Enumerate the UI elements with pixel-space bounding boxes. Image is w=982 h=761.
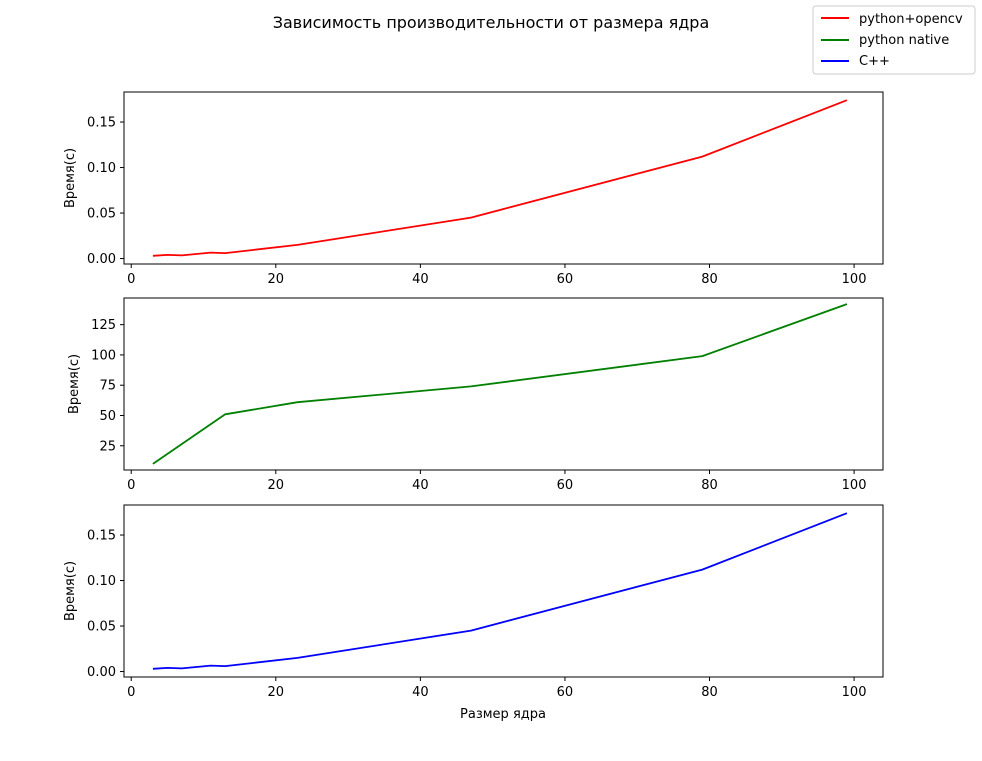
axes-frame: [123, 504, 884, 678]
legend-label: python+opencv: [859, 12, 963, 27]
y-tick-label: 0.00: [87, 665, 116, 680]
series-line: [152, 303, 848, 465]
x-tick-label: 100: [842, 272, 867, 287]
y-axis-label: Время(с): [63, 561, 78, 621]
x-tick-label: 0: [127, 685, 135, 700]
x-tick-label: 80: [701, 685, 718, 700]
y-tick-label: 25: [99, 439, 116, 454]
x-axis-label: Размер ядра: [460, 707, 546, 722]
y-tick-label: 50: [99, 409, 116, 424]
axes-frame: [123, 91, 884, 265]
legend-frame: [812, 5, 976, 75]
y-tick-label: 0.05: [87, 207, 116, 222]
legend-label: C++: [859, 54, 890, 69]
x-tick-label: 40: [412, 272, 429, 287]
figure-title: Зависимость производительности от размер…: [273, 13, 710, 32]
legend-entry: python+opencv: [821, 12, 963, 27]
y-tick-label: 100: [91, 348, 116, 363]
legend-label: python native: [859, 33, 949, 48]
y-tick-label: 125: [91, 318, 116, 333]
y-tick-label: 0.15: [87, 116, 116, 131]
x-tick-label: 20: [268, 685, 285, 700]
x-tick-label: 20: [268, 272, 285, 287]
axes-frame: [123, 297, 884, 471]
subplot-cpp: 0 20 40 60 80 100 0.00 0.05 0.10 0.15 Время(с) Разм…: [63, 504, 884, 722]
x-tick-label: 60: [557, 478, 574, 493]
series-line: [152, 99, 848, 257]
x-tick-label: 60: [557, 685, 574, 700]
y-axis-label: Время(с): [67, 354, 82, 414]
x-tick-label: 40: [412, 685, 429, 700]
y-tick-label: 0.10: [87, 574, 116, 589]
y-tick-label: 0.10: [87, 161, 116, 176]
legend: python+opencv python native C++: [812, 5, 976, 75]
x-tick-label: 80: [701, 478, 718, 493]
x-tick-label: 100: [842, 478, 867, 493]
y-tick-label: 0.05: [87, 620, 116, 635]
x-tick-label: 80: [701, 272, 718, 287]
y-tick-label: 0.00: [87, 252, 116, 267]
x-tick-label: 60: [557, 272, 574, 287]
x-tick-label: 40: [412, 478, 429, 493]
y-tick-label: 0.15: [87, 529, 116, 544]
x-tick-label: 0: [127, 478, 135, 493]
series-line: [152, 512, 848, 670]
y-axis-label: Время(с): [63, 148, 78, 208]
legend-entry: python native: [821, 33, 949, 48]
legend-entry: C++: [821, 54, 890, 69]
y-tick-label: 75: [99, 379, 116, 394]
subplot-python-native: 0 20 40 60 80 100 25 50 75 100 125 Время(с): [67, 297, 884, 493]
x-tick-label: 20: [268, 478, 285, 493]
subplot-python-opencv: 0 20 40 60 80 100 0.00 0.05 0.10 0.15 Время(с): [63, 91, 884, 287]
x-tick-label: 100: [842, 685, 867, 700]
x-tick-label: 0: [127, 272, 135, 287]
